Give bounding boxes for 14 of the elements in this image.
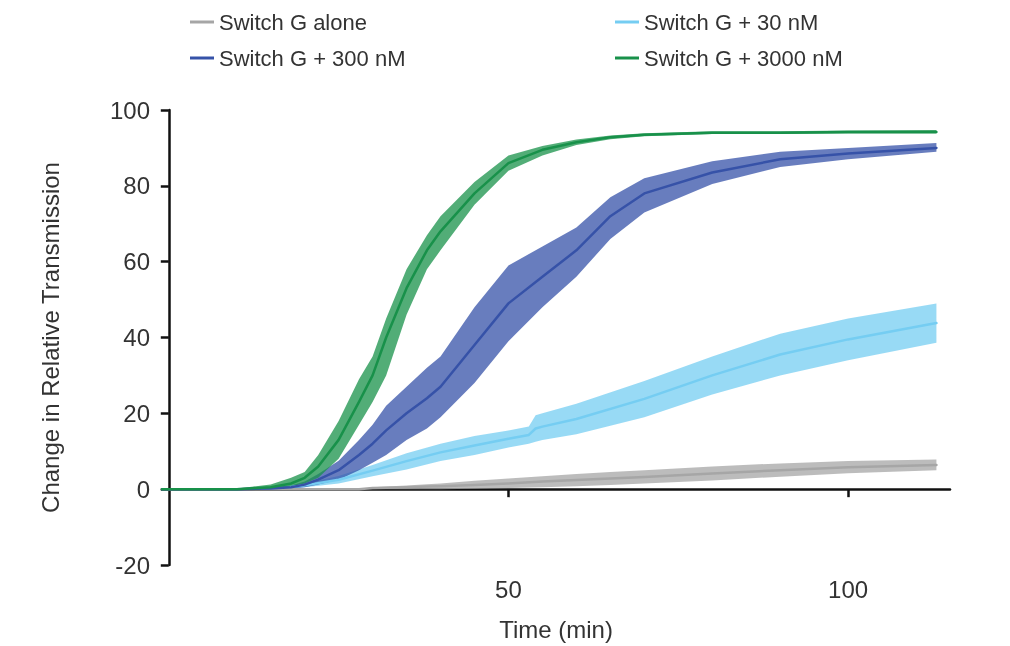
y-tick-label: 20 bbox=[123, 399, 150, 427]
y-tick-label: 80 bbox=[123, 172, 150, 200]
y-tick-label: -20 bbox=[115, 551, 150, 579]
y-tick-label: 0 bbox=[136, 475, 150, 503]
y-tick-label: 100 bbox=[109, 96, 150, 124]
legend-label: Switch G + 30 nM bbox=[644, 9, 819, 35]
y-tick-label: 40 bbox=[123, 324, 150, 351]
y-axis-title: Change in Relative Transmission bbox=[36, 162, 64, 513]
legend-label: Switch G + 3000 nM bbox=[644, 45, 843, 71]
y-tick-label: 60 bbox=[123, 248, 150, 276]
x-axis-title: Time (min) bbox=[499, 615, 613, 643]
legend-label: Switch G + 300 nM bbox=[219, 45, 406, 71]
x-tick-label: 50 bbox=[495, 575, 522, 603]
legend-label: Switch G alone bbox=[219, 9, 367, 35]
